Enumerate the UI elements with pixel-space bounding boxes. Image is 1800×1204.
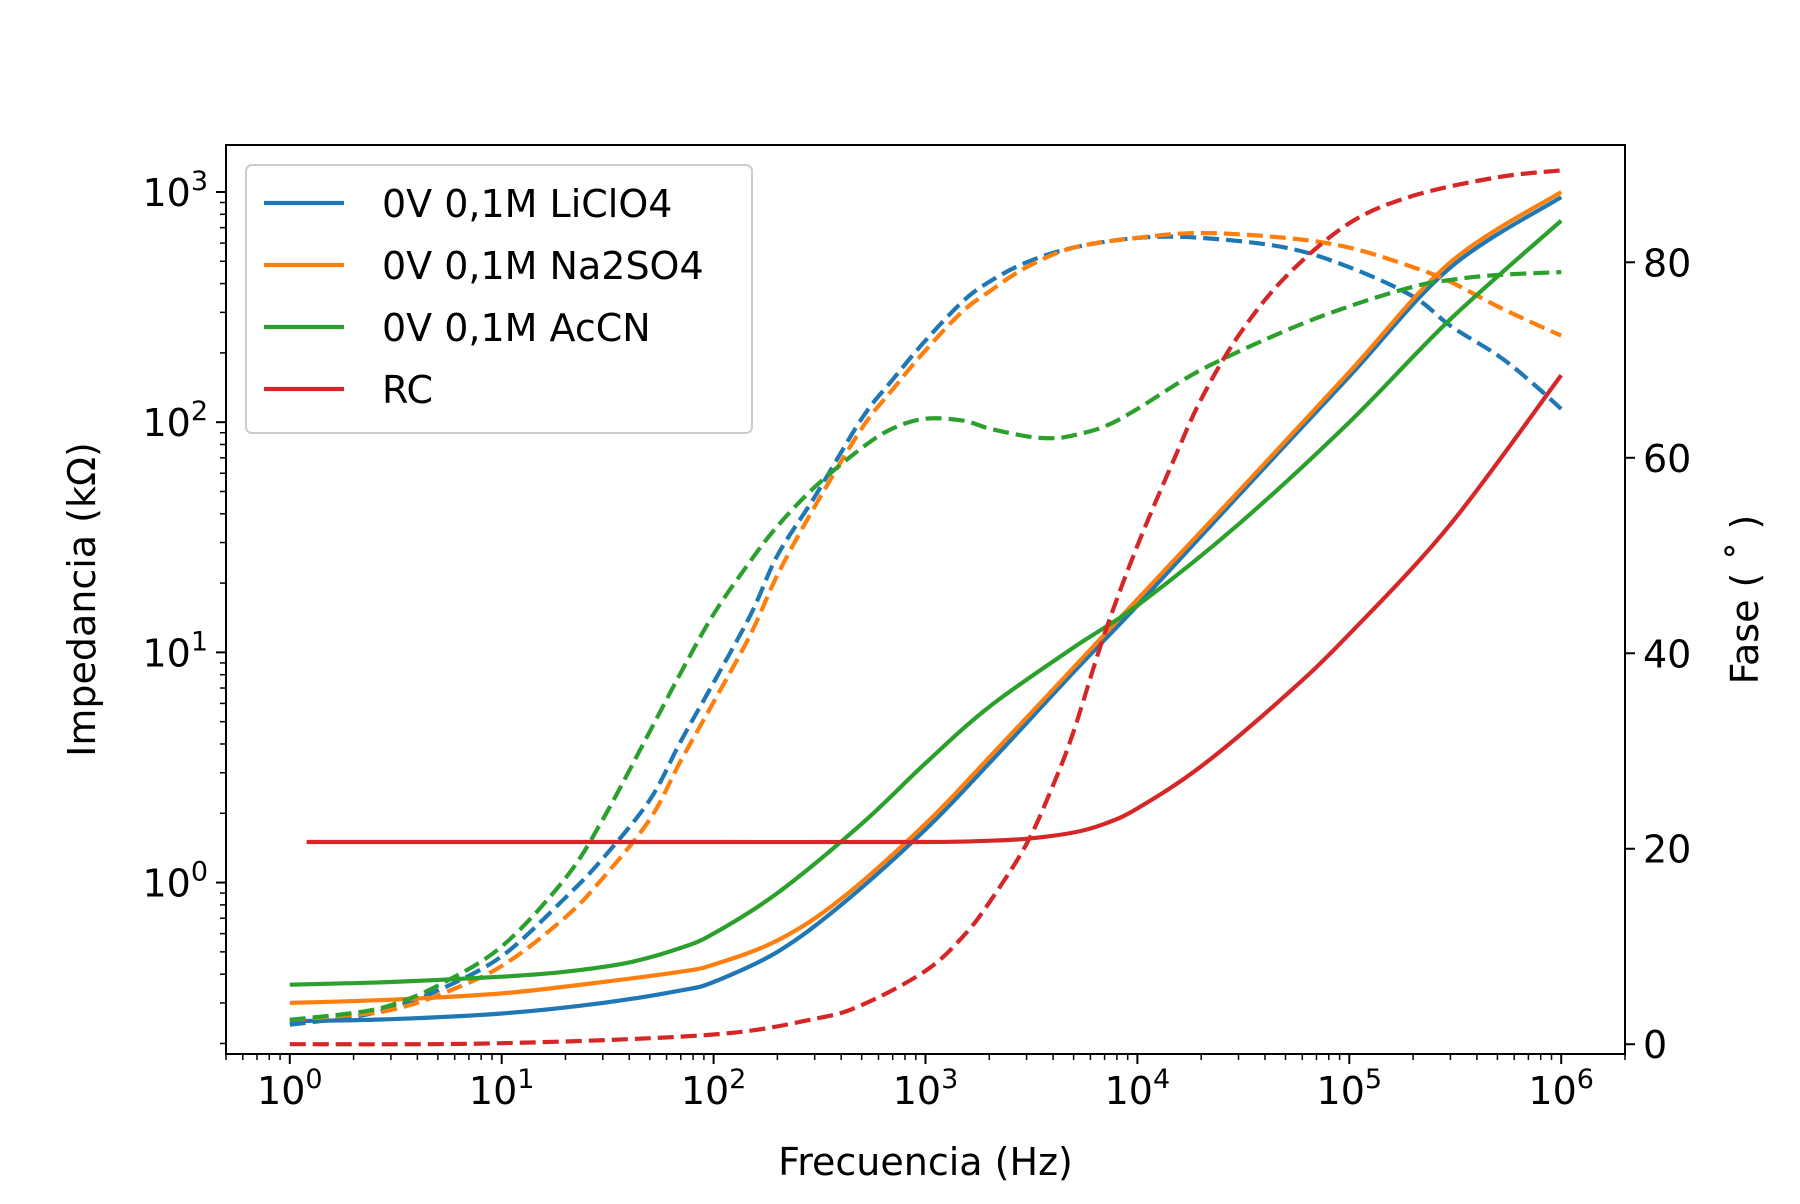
phase-line-0v-0-1m-liclo4 xyxy=(289,234,1563,1027)
legend-label: 0V 0,1M Na2SO4 xyxy=(382,244,704,288)
x-tick-label: 105 xyxy=(1317,1064,1383,1113)
x-tick-label: 106 xyxy=(1528,1064,1594,1113)
legend-box xyxy=(245,164,753,434)
legend-label: RC xyxy=(382,368,433,412)
impedance-line-0v-0-1m-na2so4 xyxy=(289,190,1563,1005)
impedance-line-rc xyxy=(306,373,1563,845)
legend-label: 0V 0,1M AcCN xyxy=(382,306,651,350)
series-layer xyxy=(289,168,1563,1047)
y-left-tick-label: 100 xyxy=(142,857,208,906)
y-left-tick-label: 101 xyxy=(142,626,208,675)
y-left-tick-label: 103 xyxy=(142,166,208,215)
y-axis-right-label: Fase ( ˚ ) xyxy=(1723,515,1767,685)
x-tick-label: 100 xyxy=(257,1064,323,1113)
x-axis-label: Frecuencia (Hz) xyxy=(778,1140,1073,1184)
y-right-tick-label: 40 xyxy=(1643,632,1691,676)
axes-layer: 100 101 102 103 104 105 106 100 101 102 103 0 20 40 60… xyxy=(142,166,1691,1113)
y-right-tick-label: 20 xyxy=(1643,828,1691,872)
phase-line-0v-0-1m-accn xyxy=(289,270,1562,1022)
impedance-line-0v-0-1m-liclo4 xyxy=(289,195,1563,1024)
x-tick-label: 101 xyxy=(469,1064,535,1113)
y-axis-left-label: Impedancia (kΩ) xyxy=(60,442,104,757)
x-tick-label: 103 xyxy=(893,1064,959,1113)
y-right-tick-label: 0 xyxy=(1643,1023,1667,1067)
y-left-tick-label: 102 xyxy=(142,396,208,445)
impedance-line-0v-0-1m-accn xyxy=(289,219,1563,987)
y-right-tick-label: 80 xyxy=(1643,241,1691,285)
phase-line-0v-0-1m-na2so4 xyxy=(289,230,1563,1022)
x-tick-label: 102 xyxy=(681,1064,747,1113)
y-right-tick-label: 60 xyxy=(1643,437,1691,481)
x-tick-label: 104 xyxy=(1105,1064,1171,1113)
phase-line-rc xyxy=(289,168,1562,1047)
legend: 0V 0,1M LiClO4 0V 0,1M Na2SO4 0V 0,1M AcCN… xyxy=(245,164,753,434)
plot-frame xyxy=(225,144,1626,1055)
legend-label: 0V 0,1M LiClO4 xyxy=(382,182,672,226)
